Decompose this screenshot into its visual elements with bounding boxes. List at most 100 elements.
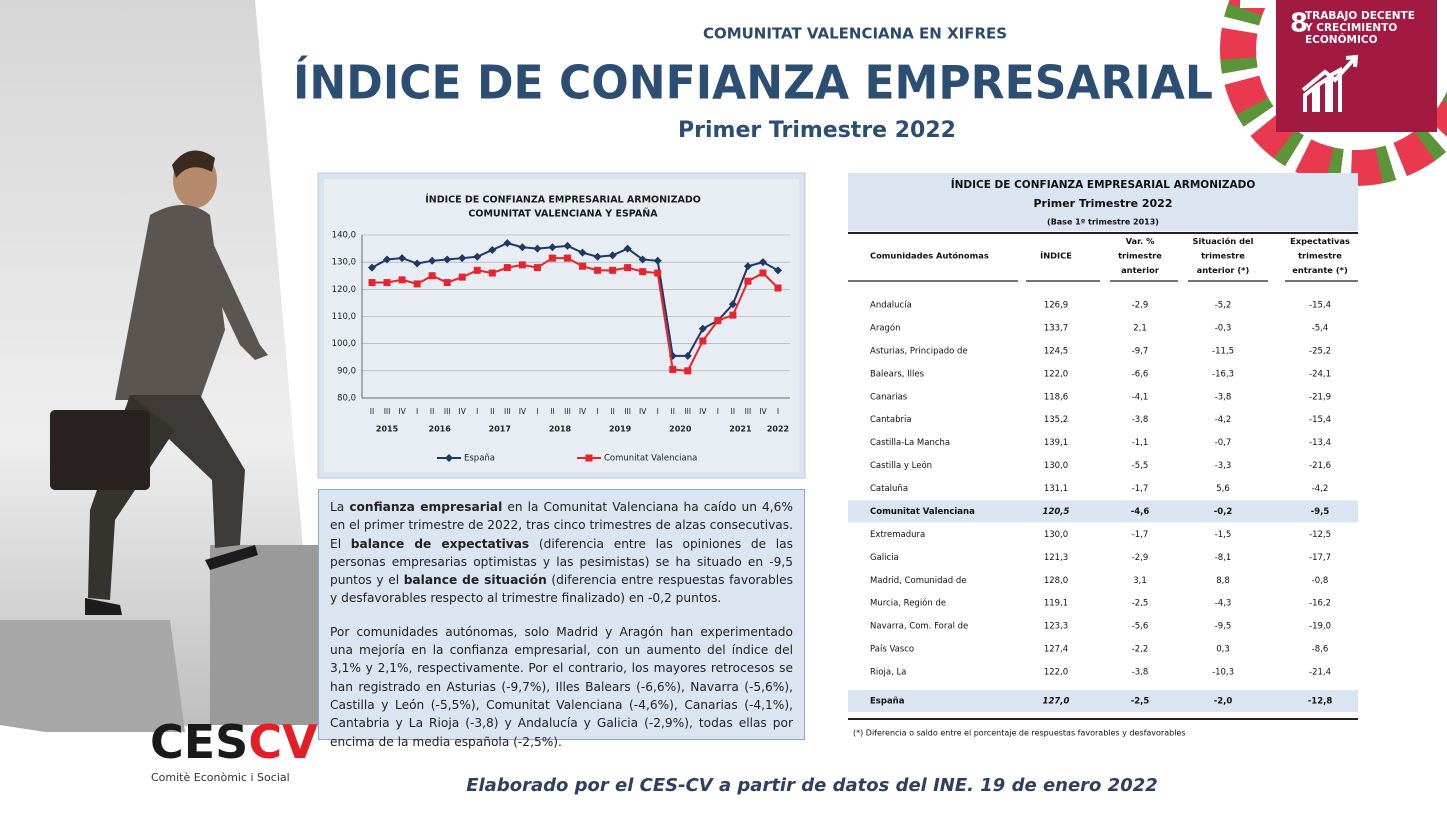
table-cell: Cantabria — [870, 415, 912, 425]
y-tick-label: 80,0 — [337, 394, 356, 404]
data-point — [548, 254, 556, 262]
x-tick-label: I — [777, 407, 779, 416]
badge-number: 8 — [1290, 9, 1308, 39]
table-cell: -9,5 — [1215, 622, 1232, 632]
text-box: La confianza empresarial en la Comunitat… — [318, 489, 805, 749]
table-cell: 130,0 — [1044, 461, 1068, 471]
x-tick-label: I — [476, 407, 478, 416]
main-title: ÍNDICE DE CONFIANZA EMPRESARIAL — [293, 56, 1213, 110]
column-header: trimestre — [1118, 251, 1162, 261]
y-tick-label: 120,0 — [332, 285, 356, 295]
data-point — [428, 272, 436, 280]
legend-label: Comunitat Valenciana — [604, 454, 697, 464]
text-run: Por comunidades autónomas, solo Madrid y… — [330, 624, 793, 749]
subtitle: Primer Trimestre 2022 — [678, 118, 956, 143]
table-cell: Rioja, La — [870, 668, 906, 678]
column-header: Expectativas — [1290, 236, 1350, 246]
column-header: anterior (*) — [1197, 265, 1250, 275]
data-point — [563, 241, 572, 250]
paragraph: Por comunidades autónomas, solo Madrid y… — [330, 623, 793, 751]
table-cell: Balears, Illes — [870, 369, 925, 379]
table-cell: 127,0 — [1043, 697, 1070, 707]
table-cell: -5,4 — [1312, 323, 1329, 333]
data-point — [744, 277, 752, 285]
data-point — [398, 276, 406, 284]
table-cell: 122,0 — [1044, 369, 1068, 379]
table-cell: -3,8 — [1215, 392, 1232, 402]
table-cell: -2,0 — [1214, 697, 1233, 707]
table-cell: -0,3 — [1215, 323, 1232, 333]
data-point — [533, 244, 542, 253]
data-point — [638, 255, 647, 264]
column-header: entrante (*) — [1292, 265, 1348, 275]
stone-block — [210, 545, 318, 725]
data-point — [699, 337, 707, 345]
table-title: ÍNDICE DE CONFIANZA EMPRESARIAL ARMONIZA… — [951, 178, 1256, 191]
chart-title: ÍNDICE DE CONFIANZA EMPRESARIAL ARMONIZA… — [425, 194, 701, 206]
man-illustration — [50, 150, 268, 615]
data-point — [413, 259, 422, 268]
table-cell: -10,3 — [1212, 668, 1234, 678]
table-cell: -11,5 — [1212, 346, 1234, 356]
table-cell: -19,0 — [1309, 622, 1331, 632]
table-cell: Murcia, Región de — [870, 598, 946, 609]
table-cell: 123,3 — [1044, 622, 1068, 632]
data-point — [639, 268, 647, 276]
table-cell: 127,4 — [1044, 645, 1068, 655]
table-cell: -1,1 — [1132, 438, 1149, 448]
y-tick-label: 100,0 — [332, 339, 356, 349]
table-cell: -21,4 — [1309, 668, 1331, 678]
x-tick-label: II — [490, 407, 494, 416]
table-cell: 5,6 — [1216, 484, 1230, 494]
data-point — [683, 351, 692, 360]
footer: Elaborado por el CES-CV a partir de dato… — [466, 775, 1158, 796]
column-header: trimestre — [1298, 251, 1342, 261]
x-tick-label: II — [550, 407, 554, 416]
x-tick-label: III — [745, 407, 752, 416]
x-tick-label: IV — [519, 407, 527, 416]
x-tick-label: IV — [759, 407, 767, 416]
x-tick-label: III — [684, 407, 691, 416]
series-line — [371, 242, 779, 357]
text-run: balance de expectativas — [350, 536, 530, 551]
x-tick-label: IV — [459, 407, 467, 416]
data-point — [488, 245, 497, 254]
data-point — [714, 317, 722, 325]
year-label: 2017 — [489, 425, 511, 434]
data-point — [684, 367, 692, 375]
table-cell: -4,2 — [1215, 415, 1232, 425]
x-tick-label: II — [610, 407, 614, 416]
table-cell: 119,1 — [1044, 599, 1068, 609]
table-cell: -8,1 — [1215, 553, 1232, 563]
series-line — [372, 257, 779, 372]
data-point — [563, 254, 571, 262]
column-header: Var. % — [1126, 236, 1156, 246]
data-point — [653, 256, 662, 265]
table-cell: Aragón — [870, 322, 901, 333]
badge-line: TRABAJO DECENTE — [1305, 10, 1415, 22]
table-cell: Comunitat Valenciana — [870, 507, 975, 517]
table-cell: Castilla y León — [870, 460, 932, 471]
x-tick-label: I — [717, 407, 719, 416]
column-header: Comunidades Autónomas — [870, 251, 989, 261]
table-cell: Canarias — [870, 392, 908, 402]
table-cell: País Vasco — [870, 645, 914, 655]
data-point — [608, 251, 617, 260]
table-cell: 135,2 — [1044, 415, 1068, 425]
x-tick-label: I — [536, 407, 538, 416]
data-point — [458, 254, 467, 263]
x-tick-label: III — [624, 407, 631, 416]
logo-caption: Comitè Econòmic i Social — [151, 771, 290, 784]
y-tick-label: 110,0 — [332, 312, 356, 322]
data-point — [458, 273, 466, 281]
logo: CESCV — [150, 715, 318, 769]
table-cell: 122,0 — [1044, 668, 1068, 678]
x-tick-label: I — [657, 407, 659, 416]
year-label: 2018 — [549, 425, 572, 434]
table-cell: -5,5 — [1132, 461, 1149, 471]
x-tick-label: I — [596, 407, 598, 416]
table-cell: -4,3 — [1215, 599, 1232, 609]
paragraph: La confianza empresarial en la Comunitat… — [330, 498, 793, 608]
table-cell: 133,7 — [1044, 323, 1068, 333]
table-cell: -21,6 — [1309, 461, 1331, 471]
